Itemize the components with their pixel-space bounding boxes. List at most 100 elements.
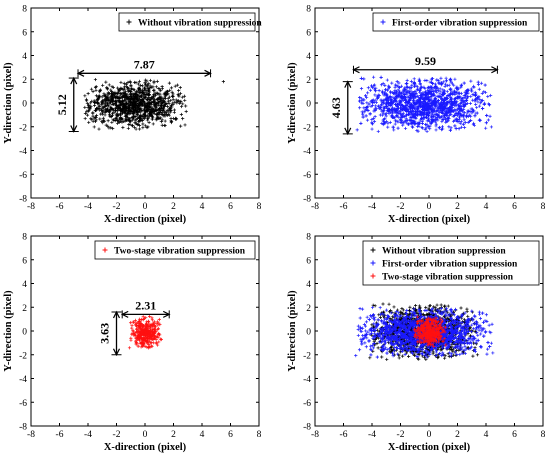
x-tick-label: 4 xyxy=(484,430,489,440)
data-point xyxy=(143,95,147,99)
y-tick-label: -2 xyxy=(303,123,311,133)
data-point xyxy=(425,93,429,97)
data-point xyxy=(425,129,429,134)
data-point xyxy=(461,109,465,113)
data-point xyxy=(403,126,408,131)
data-point xyxy=(386,84,391,88)
data-point xyxy=(445,113,449,118)
data-point xyxy=(385,78,389,82)
data-point xyxy=(402,92,406,96)
data-point xyxy=(116,91,120,95)
x-axis-label: X-direction (pixel) xyxy=(104,442,187,453)
data-point xyxy=(479,101,483,105)
y-tick-label: 6 xyxy=(22,28,27,38)
data-point xyxy=(157,116,161,120)
data-point xyxy=(85,109,89,113)
data-point xyxy=(88,105,92,110)
data-point xyxy=(484,126,488,130)
data-point xyxy=(164,90,168,94)
data-point xyxy=(148,78,153,83)
legend-box xyxy=(372,12,540,32)
data-point xyxy=(124,114,128,118)
data-point xyxy=(440,115,444,119)
data-point xyxy=(431,350,435,354)
data-point xyxy=(376,346,380,350)
data-point xyxy=(445,89,449,94)
data-point xyxy=(459,306,463,310)
data-point xyxy=(440,94,444,98)
x-tick-label: 2 xyxy=(455,430,460,440)
data-point xyxy=(133,107,137,112)
data-point xyxy=(437,81,441,85)
data-point xyxy=(129,109,133,113)
data-point xyxy=(423,127,427,132)
data-point xyxy=(404,100,409,104)
data-point xyxy=(126,115,130,119)
data-point xyxy=(399,117,403,121)
data-point xyxy=(384,111,388,115)
data-point xyxy=(435,78,439,82)
data-point xyxy=(425,113,429,117)
data-point xyxy=(379,98,383,102)
data-point xyxy=(142,112,146,116)
data-point xyxy=(365,101,369,105)
data-point xyxy=(459,84,464,88)
x-tick-label: -8 xyxy=(311,430,319,440)
data-point xyxy=(159,120,163,124)
data-point xyxy=(121,98,125,103)
data-point xyxy=(420,121,424,126)
data-point xyxy=(382,93,386,97)
data-point xyxy=(359,121,363,125)
data-point xyxy=(97,127,101,131)
data-point xyxy=(109,126,113,130)
data-point xyxy=(112,94,116,98)
data-point xyxy=(165,104,170,108)
data-point xyxy=(432,93,436,97)
data-point xyxy=(409,97,413,101)
y-tick-label: 6 xyxy=(306,28,311,38)
data-point xyxy=(151,94,155,99)
data-point xyxy=(121,110,125,115)
data-point xyxy=(418,81,422,86)
data-point xyxy=(371,101,375,105)
data-point xyxy=(127,108,131,112)
data-point xyxy=(484,113,489,118)
data-point xyxy=(466,120,470,124)
data-point xyxy=(420,106,425,110)
y-tick-label: -4 xyxy=(19,147,27,157)
data-point xyxy=(446,93,450,98)
data-point xyxy=(109,88,113,92)
data-point xyxy=(104,108,109,112)
data-point xyxy=(398,100,402,104)
data-point xyxy=(462,118,466,122)
data-point xyxy=(477,87,481,91)
data-point xyxy=(148,84,152,88)
data-point xyxy=(127,123,131,127)
data-point xyxy=(402,106,406,110)
data-point xyxy=(387,302,391,306)
data-point xyxy=(447,105,452,110)
data-point xyxy=(143,124,147,128)
data-point xyxy=(409,119,413,123)
data-point xyxy=(183,123,187,127)
data-point xyxy=(141,91,146,95)
data-point xyxy=(371,98,375,102)
data-point xyxy=(171,94,175,98)
data-point xyxy=(134,127,138,131)
data-point xyxy=(123,119,127,123)
data-point xyxy=(94,88,98,92)
data-point xyxy=(372,119,377,123)
y-tick-label: 4 xyxy=(306,52,311,62)
x-tick-label: -4 xyxy=(84,202,92,212)
data-point xyxy=(475,97,479,101)
data-point xyxy=(94,94,99,98)
data-point xyxy=(438,115,442,119)
data-point xyxy=(418,100,422,104)
data-point xyxy=(111,100,115,104)
data-point xyxy=(408,86,412,90)
data-point xyxy=(461,107,466,112)
data-point xyxy=(461,122,465,126)
data-point xyxy=(459,119,463,123)
data-point xyxy=(462,99,466,103)
data-point xyxy=(122,104,126,109)
